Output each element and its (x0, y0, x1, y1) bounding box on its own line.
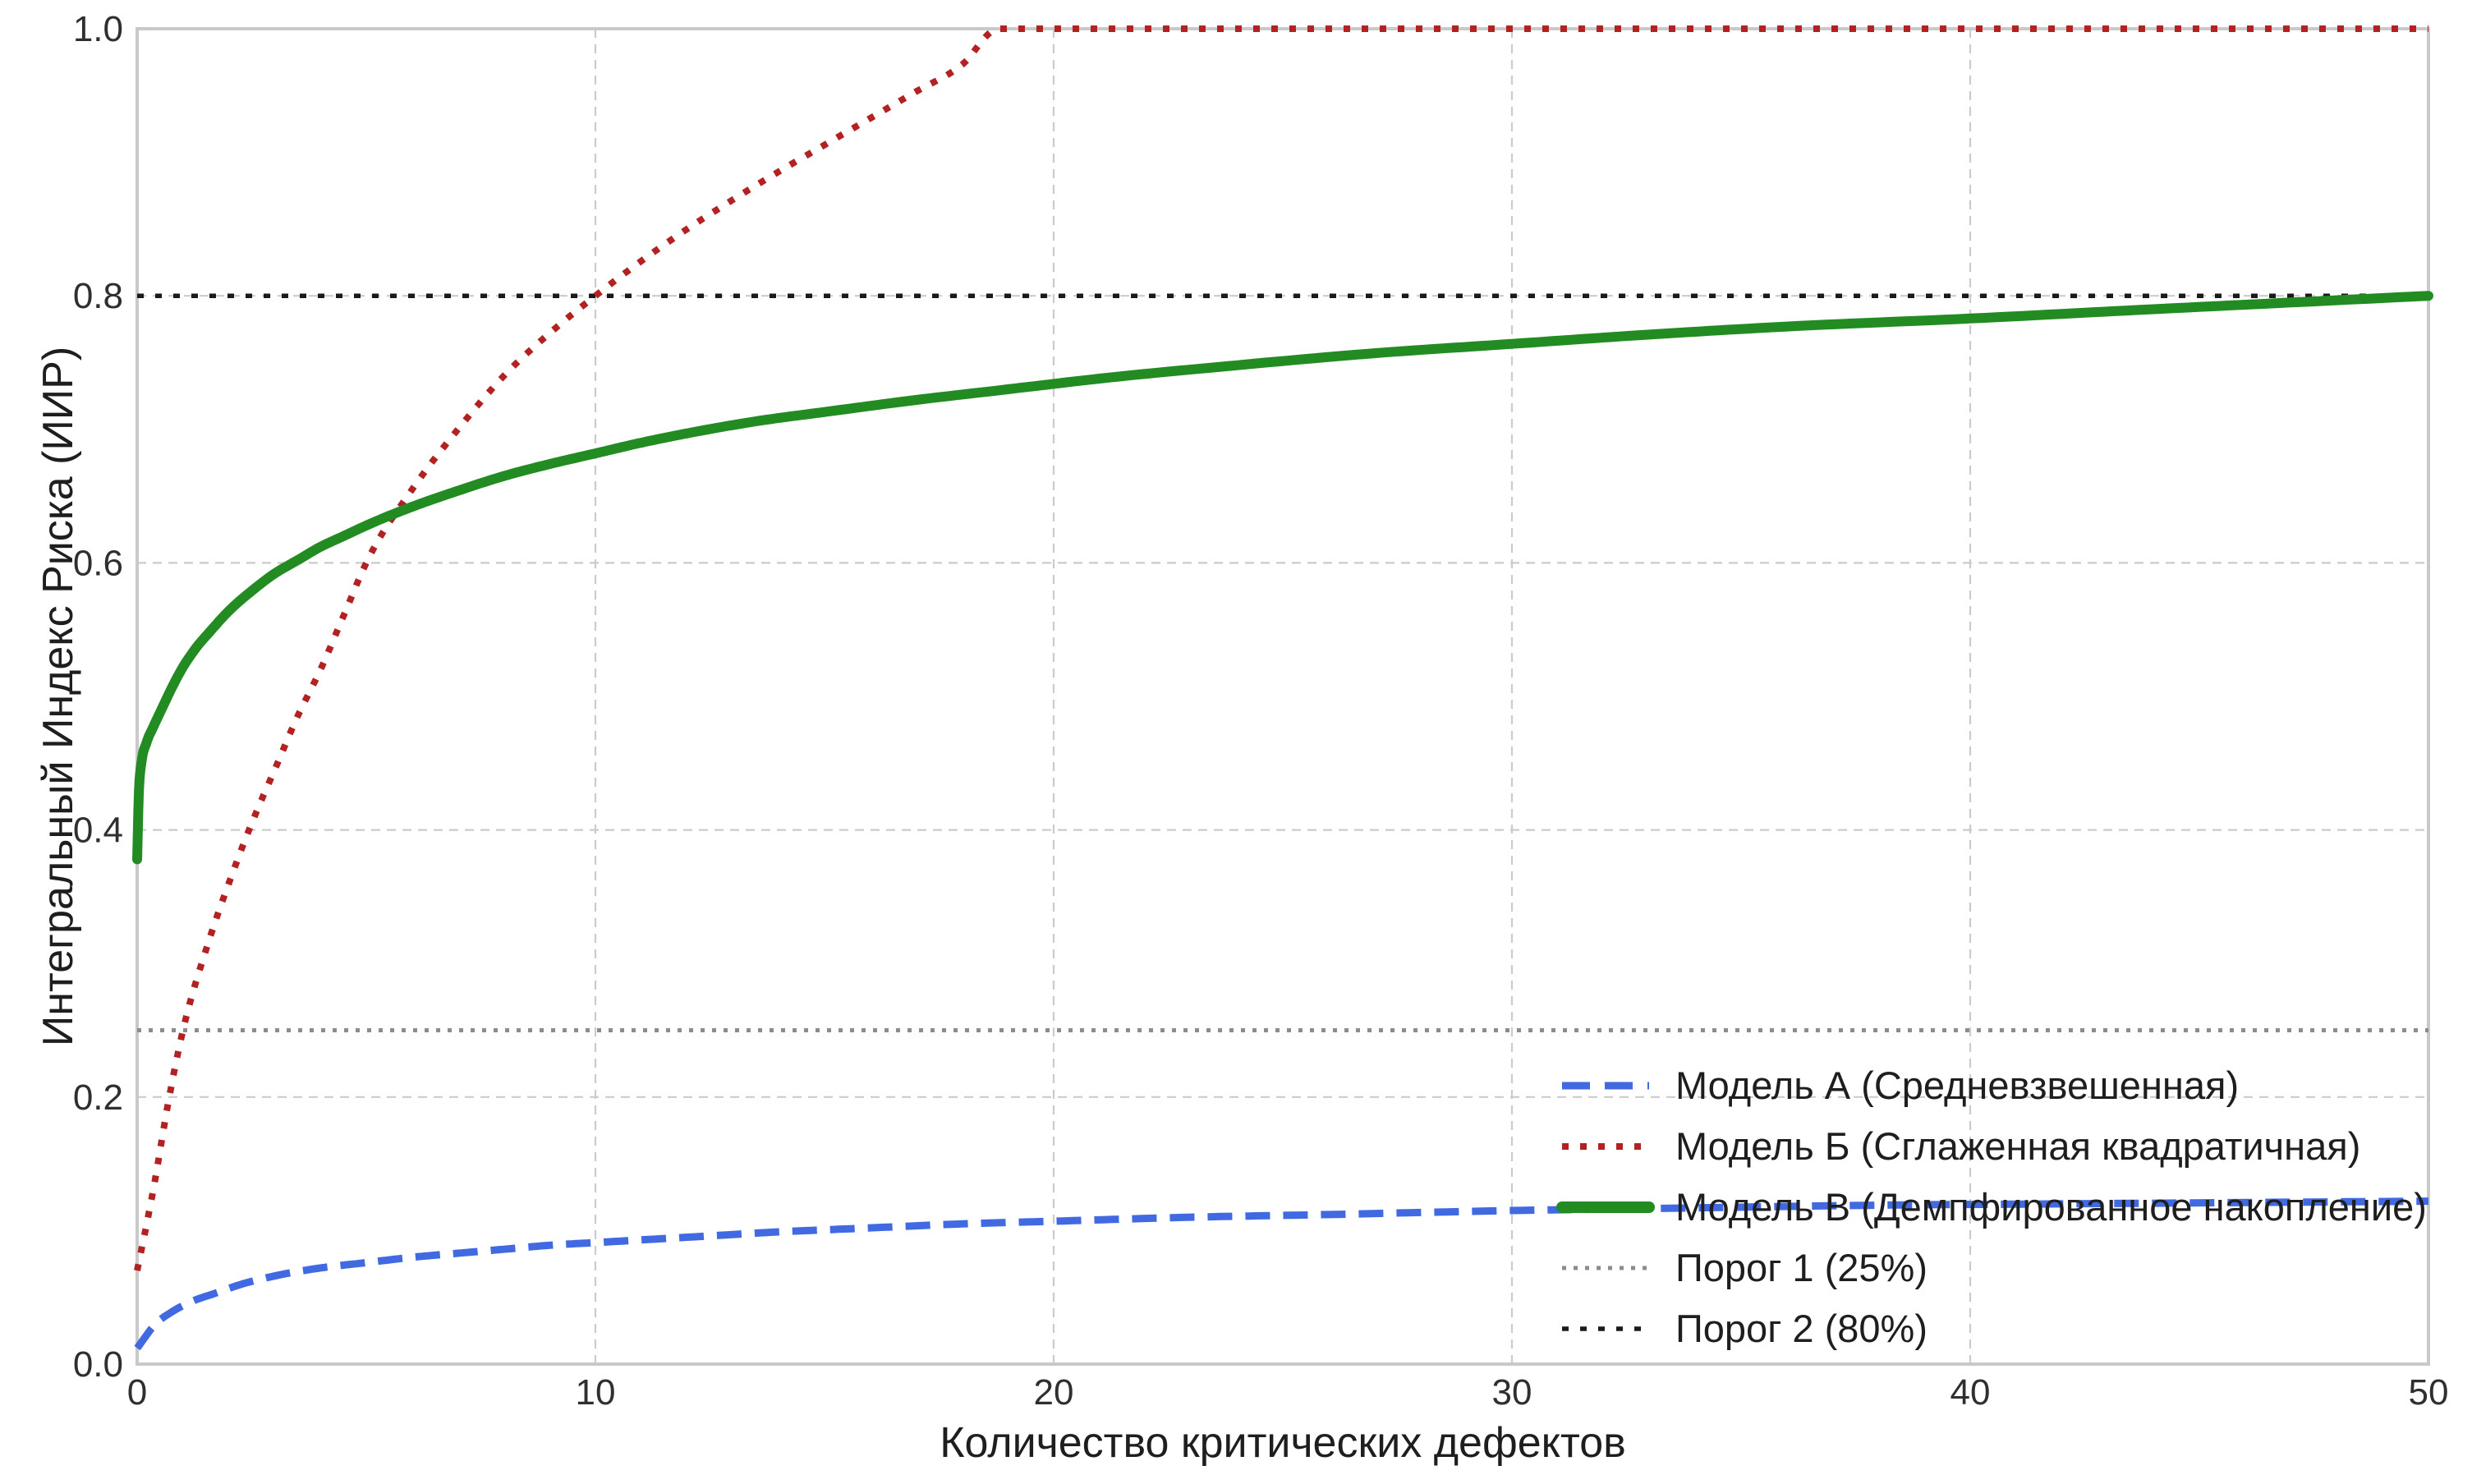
x-tick-label: 0 (127, 1372, 147, 1413)
legend: Модель А (Средневзвешенная) Модель Б (Сгл… (1556, 1064, 2427, 1350)
legend-item: Модель Б (Сглаженная квадратичная) (1562, 1124, 2360, 1168)
legend-item: Порог 1 (25%) (1562, 1246, 1928, 1289)
x-axis-label: Количество критических дефектов (940, 1419, 1626, 1467)
legend-item-label: Модель А (Средневзвешенная) (1675, 1064, 2239, 1107)
legend-item: Модель В (Демпфированное накопление) (1556, 1185, 2427, 1229)
legend-item-label: Порог 1 (25%) (1675, 1246, 1928, 1289)
axes-frame (136, 27, 2430, 1366)
y-tick-label: 0.0 (73, 1344, 123, 1385)
tick-labels: 0 10 20 30 40 50 0.0 0.2 0.4 0.6 0.8 1.0 (73, 9, 2449, 1413)
y-tick-label: 0.6 (73, 543, 123, 583)
axis-labels: Количество критических дефектов Интеграл… (34, 347, 1626, 1467)
legend-item-label: Порог 2 (80%) (1675, 1307, 1928, 1350)
legend-item-label: Модель В (Демпфированное накопление) (1675, 1185, 2427, 1229)
plot-frame (136, 27, 2430, 1366)
legend-item: Модель А (Средневзвешенная) (1562, 1064, 2239, 1107)
y-axis-label: Интегральный Индекс Риска (ИИР) (34, 347, 82, 1046)
legend-item: Порог 2 (80%) (1562, 1307, 1928, 1350)
y-tick-label: 0.4 (73, 811, 123, 851)
y-tick-label: 1.0 (73, 9, 123, 49)
x-tick-label: 50 (2409, 1372, 2449, 1413)
x-tick-label: 40 (1950, 1372, 1991, 1413)
y-tick-label: 0.2 (73, 1077, 123, 1118)
x-tick-label: 20 (1034, 1372, 1074, 1413)
threshold-lines (137, 293, 2428, 1032)
series-line-2 (134, 25, 2428, 1271)
legend-item-label: Модель Б (Сглаженная квадратичная) (1675, 1124, 2360, 1168)
x-tick-label: 30 (1492, 1372, 1532, 1413)
series-line-3 (132, 291, 2433, 865)
y-tick-label: 0.8 (73, 276, 123, 316)
gridlines (137, 29, 2428, 1364)
x-tick-label: 10 (576, 1372, 616, 1413)
